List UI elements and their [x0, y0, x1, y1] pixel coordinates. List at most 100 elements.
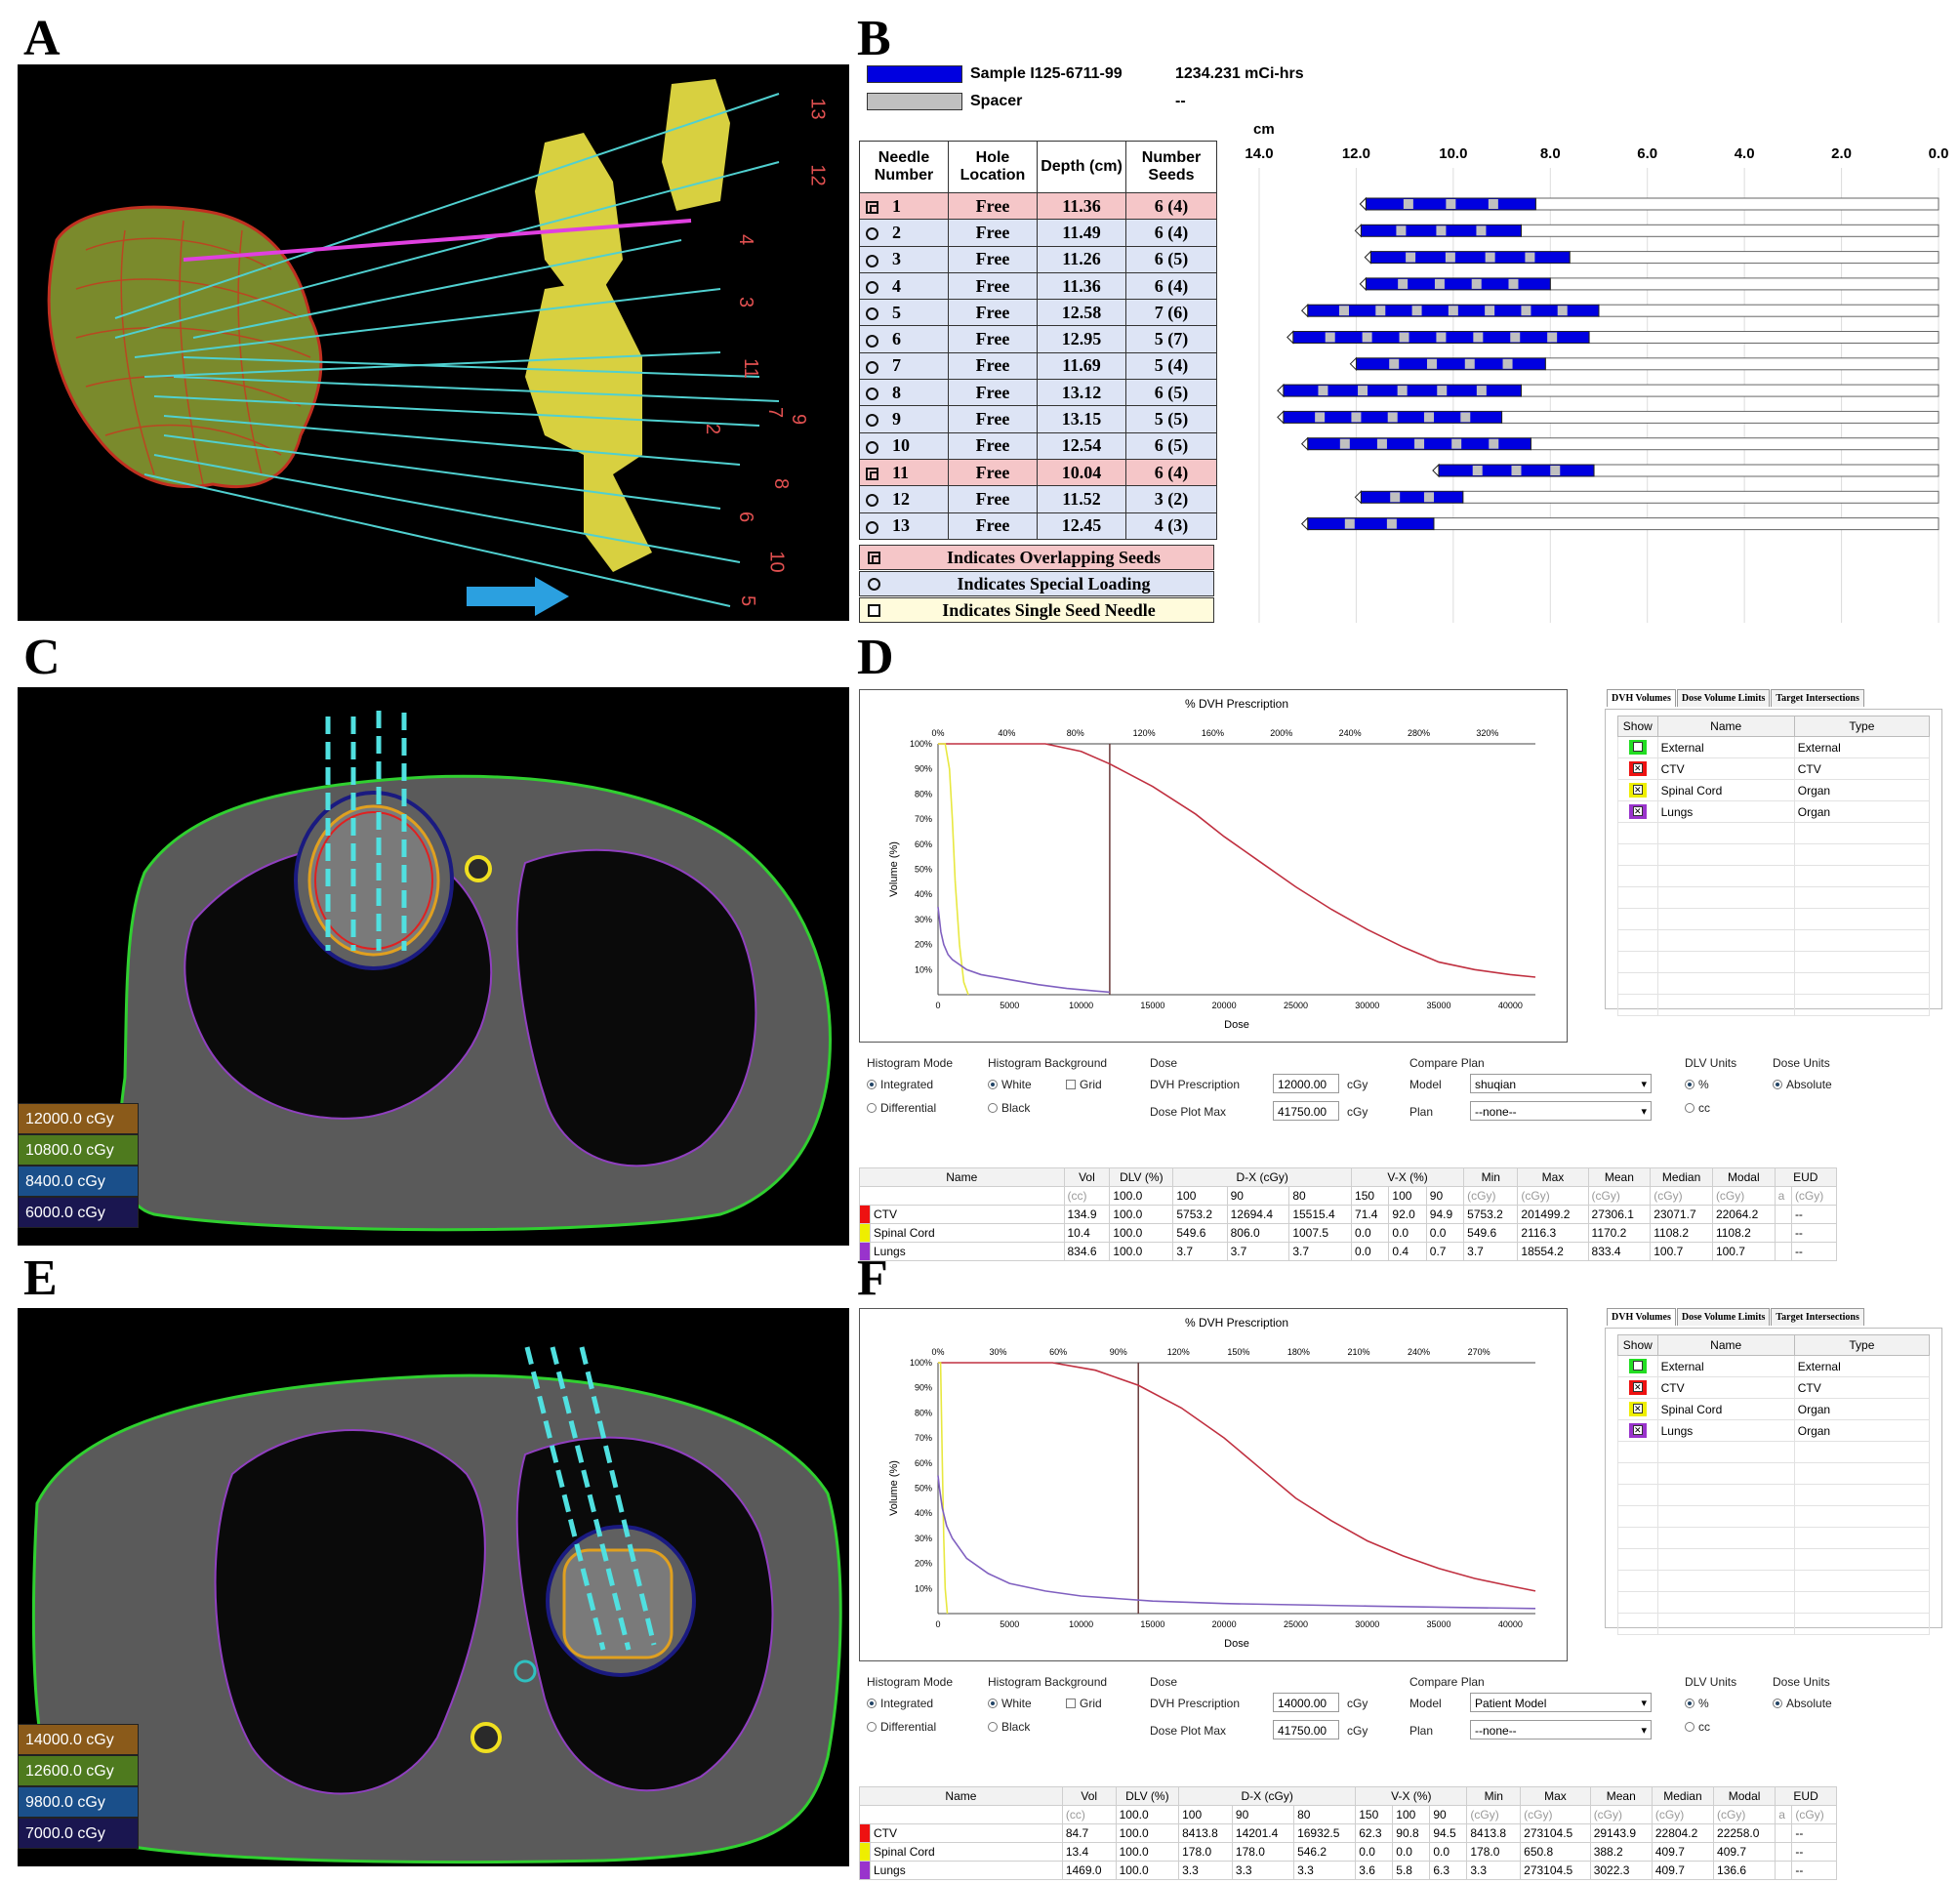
structure-row[interactable]: ✕ CTV CTV [1617, 757, 1931, 780]
radio-black[interactable]: Black [988, 1101, 1030, 1115]
model-select[interactable]: Patient Model [1470, 1693, 1652, 1713]
checkbox-icon [1066, 1080, 1076, 1089]
needle-row[interactable]: 8 Free 13.12 6 (5) [859, 379, 1217, 407]
stats-value: 273104.5 [1520, 1823, 1591, 1843]
radio-white[interactable]: White [988, 1078, 1032, 1091]
radio-cc[interactable]: cc [1685, 1720, 1710, 1734]
grid-checkbox[interactable]: Grid [1066, 1078, 1102, 1091]
spacer-block [1451, 438, 1462, 449]
stats-value: 409.7 [1651, 1861, 1715, 1880]
stats-row[interactable]: Spinal Cord 13.4 100.0 178.0 178.0 546.2 0.0 0.… [859, 1842, 1837, 1862]
dose-plot-max-input[interactable]: 41750.00 [1273, 1101, 1339, 1121]
dvh-prescription-input[interactable]: 14000.00 [1273, 1693, 1339, 1712]
needle-row[interactable]: 7 Free 11.69 5 (4) [859, 351, 1217, 381]
tab-target-intersections[interactable]: Target Intersections [1771, 689, 1864, 707]
plan-select[interactable]: --none-- [1470, 1720, 1652, 1740]
structure-row[interactable]: External External [1617, 736, 1931, 758]
plan-select[interactable]: --none-- [1470, 1101, 1652, 1122]
needle-row[interactable]: 11 Free 10.04 6 (4) [859, 458, 1217, 487]
stats-unit-cell: 100 [1392, 1805, 1431, 1824]
needle-table: Needle Number Hole Location Depth (cm) N… [859, 141, 1217, 540]
stats-unit-cell: (cGy) [1791, 1805, 1837, 1824]
stats-row[interactable]: CTV 84.7 100.0 8413.8 14201.4 16932.5 62.3 90.8… [859, 1823, 1837, 1843]
radio-white[interactable]: White [988, 1697, 1032, 1710]
white-label: White [1001, 1697, 1032, 1710]
radio-integrated[interactable]: Integrated [867, 1697, 933, 1710]
needle-row[interactable]: 10 Free 12.54 6 (5) [859, 431, 1217, 460]
stats-value: 0.7 [1425, 1242, 1465, 1261]
needle-row[interactable]: 9 Free 13.15 5 (5) [859, 405, 1217, 433]
dvh-y-tick-label: 100% [910, 739, 932, 749]
radio-differential[interactable]: Differential [867, 1720, 936, 1734]
structure-row[interactable]: ✕ Spinal Cord Organ [1617, 1398, 1931, 1420]
needle-row[interactable]: 6 Free 12.95 5 (7) [859, 325, 1217, 353]
stats-value: 1108.2 [1650, 1223, 1713, 1243]
structure-visibility-checkbox[interactable]: ✕ [1617, 757, 1658, 780]
tumor-volume [47, 205, 323, 489]
dvh-curve-ctv [938, 743, 1536, 978]
special-loading-icon [866, 414, 878, 428]
needle-row[interactable]: 5 Free 12.58 7 (6) [859, 299, 1217, 327]
needle-number: 3 [892, 249, 901, 269]
stats-value: 0.0 [1425, 1223, 1465, 1243]
radio-absolute[interactable]: Absolute [1773, 1078, 1832, 1091]
tab-dose-volume-limits[interactable]: Dose Volume Limits [1676, 689, 1771, 707]
dvh-top-tick-label: 120% [1167, 1347, 1190, 1357]
stats-row[interactable]: Spinal Cord 10.4 100.0 549.6 806.0 1007.5 0.0 0… [859, 1223, 1838, 1243]
stats-row[interactable]: Lungs 834.6 100.0 3.7 3.7 3.7 0.0 0.4 0.7 3.7 1855… [859, 1242, 1838, 1261]
grid-checkbox[interactable]: Grid [1066, 1697, 1102, 1710]
structure-row[interactable]: ✕ Lungs Organ [1617, 1419, 1931, 1442]
structure-row[interactable]: ✕ Lungs Organ [1617, 800, 1931, 823]
radio-percent[interactable]: % [1685, 1078, 1709, 1091]
model-select[interactable]: shuqian [1470, 1074, 1652, 1094]
dvh-y-tick-label: 90% [915, 1383, 932, 1393]
needle-row[interactable]: 12 Free 11.52 3 (2) [859, 485, 1217, 513]
needle-row[interactable]: 13 Free 12.45 4 (3) [859, 512, 1217, 540]
tab-dose-volume-limits[interactable]: Dose Volume Limits [1676, 1308, 1771, 1326]
stats-value: 0.0 [1355, 1842, 1394, 1862]
structure-name: External [1656, 736, 1795, 758]
overlap-icon [868, 551, 880, 564]
dvh-chart: % DVH Prescription 0% 40% 80% 120% 160% 200% 24… [888, 697, 1536, 1031]
structure-visibility-checkbox[interactable] [1617, 1355, 1658, 1377]
structure-visibility-checkbox[interactable]: ✕ [1617, 1419, 1658, 1442]
tab-dvh-volumes[interactable]: DVH Volumes [1607, 1308, 1676, 1326]
radio-absolute[interactable]: Absolute [1773, 1697, 1832, 1710]
radio-percent[interactable]: % [1685, 1697, 1709, 1710]
spacer-block [1387, 412, 1398, 423]
radio-black[interactable]: Black [988, 1720, 1030, 1734]
structure-visibility-checkbox[interactable]: ✕ [1617, 1398, 1658, 1420]
stats-value: 18554.2 [1517, 1242, 1589, 1261]
structure-visibility-checkbox[interactable]: ✕ [1617, 800, 1658, 823]
radio-integrated[interactable]: Integrated [867, 1078, 933, 1091]
needle-row[interactable]: 1 Free 11.36 6 (4) [859, 191, 1217, 221]
needle-row[interactable]: 2 Free 11.49 6 (4) [859, 219, 1217, 247]
radio-differential[interactable]: Differential [867, 1101, 936, 1115]
dvh-prescription-input[interactable]: 12000.00 [1273, 1074, 1339, 1093]
dose-plot-max-label: Dose Plot Max [1150, 1105, 1227, 1119]
stats-col-header: DLV (%) [1109, 1167, 1174, 1187]
stats-value: 1108.2 [1711, 1223, 1776, 1243]
structure-row[interactable]: ✕ CTV CTV [1617, 1376, 1931, 1399]
structure-row[interactable]: External External [1617, 1355, 1931, 1377]
tab-target-intersections[interactable]: Target Intersections [1771, 1308, 1864, 1326]
structure-visibility-checkbox[interactable] [1617, 736, 1658, 758]
key-single-text: Indicates Single Seed Needle [942, 599, 1156, 620]
panel-label-a: A [23, 11, 61, 66]
structure-visibility-checkbox[interactable]: ✕ [1617, 779, 1658, 801]
dvh-y-tick-label: 20% [915, 940, 932, 950]
stats-row[interactable]: CTV 134.9 100.0 5753.2 12694.4 15515.4 71.4 92.… [859, 1205, 1838, 1224]
needle-depth: 12.95 [1037, 325, 1126, 353]
dose-plot-max-input[interactable]: 41750.00 [1273, 1720, 1339, 1740]
hole-location: Free [948, 219, 1038, 247]
tab-dvh-volumes[interactable]: DVH Volumes [1607, 689, 1676, 707]
structure-row[interactable]: ✕ Spinal Cord Organ [1617, 779, 1931, 801]
radio-cc[interactable]: cc [1685, 1101, 1710, 1115]
seed-count: 5 (4) [1125, 351, 1217, 381]
seed-count: 6 (4) [1125, 271, 1217, 301]
needle-row[interactable]: 3 Free 11.26 6 (5) [859, 245, 1217, 273]
stats-row[interactable]: Lungs 1469.0 100.0 3.3 3.3 3.3 3.6 5.8 6.3 3.3 273… [859, 1861, 1837, 1880]
unchecked-icon [1632, 742, 1643, 753]
structure-visibility-checkbox[interactable]: ✕ [1617, 1376, 1658, 1399]
needle-row[interactable]: 4 Free 11.36 6 (4) [859, 271, 1217, 301]
